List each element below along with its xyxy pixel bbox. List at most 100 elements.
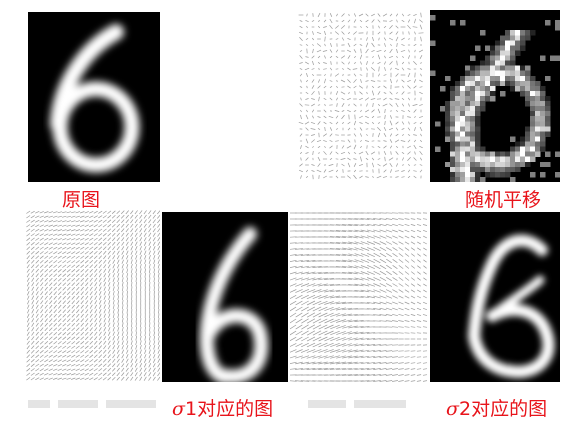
field-vector (371, 13, 375, 17)
field-vector (300, 248, 310, 250)
field-vector (35, 251, 40, 255)
field-vector (48, 322, 53, 327)
field-vector (89, 327, 93, 332)
field-vector (404, 368, 410, 370)
field-vector (324, 295, 334, 299)
field-vector (93, 349, 98, 354)
field-vector (377, 91, 381, 95)
field-vector (98, 277, 102, 282)
noise-pixel (475, 131, 481, 137)
field-vector (102, 367, 107, 372)
field-vector (143, 376, 147, 381)
field-vector (408, 31, 410, 35)
field-vector (112, 255, 116, 260)
noise-pixel (485, 60, 491, 66)
field-vector (401, 152, 405, 154)
field-vector (131, 286, 133, 292)
noise-pixel (545, 96, 551, 102)
noise-pixel (525, 161, 531, 168)
field-vector (370, 98, 376, 100)
field-vector (112, 281, 115, 287)
field-vector (335, 38, 339, 40)
field-vector (135, 254, 138, 260)
noise-pixel (495, 161, 501, 168)
field-vector (383, 133, 387, 137)
field-vector (130, 214, 134, 219)
field-vector (107, 250, 111, 255)
field-vector (366, 338, 376, 340)
field-vector (417, 247, 421, 251)
field-vector (342, 307, 352, 311)
field-vector (89, 219, 94, 223)
noise-pixel (545, 106, 551, 112)
noise-pixel (465, 96, 471, 102)
field-vector (312, 361, 322, 365)
field-vector (140, 272, 142, 278)
field-vector (26, 273, 30, 278)
field-vector (306, 361, 316, 365)
noise-pixel (510, 35, 516, 41)
field-vector (80, 345, 85, 349)
field-vector (89, 304, 93, 309)
field-vector (417, 271, 421, 275)
noise-pixel (535, 121, 541, 127)
noise-pixel (510, 55, 516, 61)
field-vector (335, 140, 339, 142)
field-vector (35, 210, 40, 214)
field-vector (134, 210, 138, 215)
noise-pixel (450, 121, 456, 127)
field-vector (98, 250, 103, 255)
field-vector (312, 31, 314, 35)
field-vector (85, 304, 89, 309)
field-vector (377, 61, 381, 65)
field-vector (366, 229, 376, 233)
field-vector (135, 281, 137, 287)
noise-pixel (530, 75, 536, 82)
field-vector (382, 163, 388, 167)
noise-pixel (465, 90, 471, 97)
field-vector (116, 210, 121, 215)
field-vector (300, 380, 310, 382)
field-vector (75, 377, 81, 380)
field-vector (139, 232, 143, 237)
field-vector (84, 211, 89, 214)
field-vector (385, 218, 393, 220)
field-vector (419, 104, 423, 106)
field-vector (112, 246, 116, 251)
field-vector (383, 85, 387, 89)
field-vector (44, 322, 48, 327)
noise-pixel (535, 101, 541, 107)
field-vector (61, 229, 67, 232)
field-vector (98, 282, 102, 287)
noise-pixel (475, 75, 481, 82)
field-vector (126, 273, 129, 278)
field-vector (130, 254, 133, 260)
field-vector (107, 255, 111, 260)
field-vector (94, 340, 98, 345)
field-vector (116, 228, 120, 233)
field-vector (311, 134, 315, 136)
field-vector (335, 151, 339, 155)
noise-pixel (480, 85, 486, 92)
noise-pixel (515, 80, 521, 87)
noise-pixel (535, 116, 541, 122)
field-vector (75, 246, 80, 250)
field-vector (371, 85, 375, 89)
field-vector (98, 318, 102, 323)
field-vector (108, 295, 111, 301)
field-vector (383, 145, 387, 149)
field-vector (148, 254, 151, 260)
field-vector (75, 350, 80, 354)
field-vector (39, 255, 44, 259)
noise-pixel (450, 151, 456, 157)
field-vector (89, 322, 93, 327)
field-vector (420, 36, 422, 42)
field-vector (66, 242, 71, 246)
field-vector (335, 56, 339, 58)
field-vector (57, 373, 63, 376)
field-vector (70, 377, 76, 380)
field-vector (75, 242, 80, 246)
field-vector (103, 318, 106, 323)
field-vector (324, 242, 334, 244)
field-vector (52, 211, 58, 214)
